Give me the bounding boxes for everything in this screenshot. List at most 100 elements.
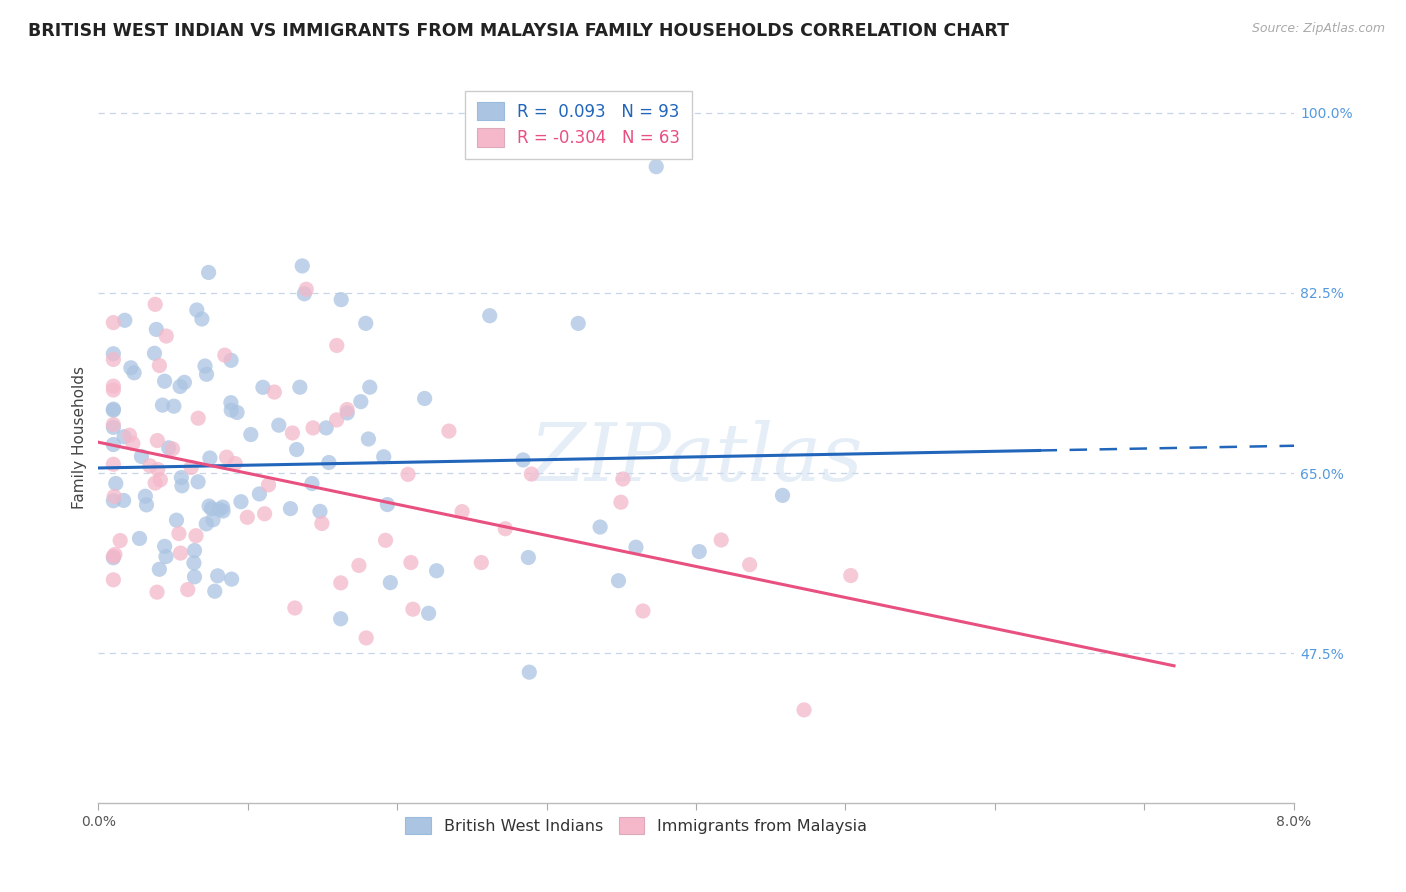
- Point: [326, 338, 349, 352]
- Point: [377, 498, 399, 512]
- Point: [197, 265, 219, 279]
- Point: [103, 493, 125, 508]
- Point: [146, 585, 169, 599]
- Point: [139, 458, 162, 473]
- Point: [470, 556, 492, 570]
- Point: [347, 558, 370, 573]
- Point: [311, 516, 333, 531]
- Point: [149, 473, 172, 487]
- Point: [103, 573, 125, 587]
- Point: [148, 359, 170, 373]
- Point: [191, 312, 214, 326]
- Point: [221, 572, 243, 586]
- Point: [315, 421, 337, 435]
- Point: [567, 317, 589, 331]
- Point: [336, 402, 359, 417]
- Point: [195, 368, 218, 382]
- Point: [359, 380, 381, 394]
- Point: [155, 549, 177, 564]
- Point: [167, 526, 190, 541]
- Point: [451, 505, 474, 519]
- Point: [143, 346, 166, 360]
- Point: [494, 522, 516, 536]
- Point: [738, 558, 761, 572]
- Point: [184, 529, 207, 543]
- Point: [148, 562, 170, 576]
- Point: [793, 703, 815, 717]
- Point: [163, 399, 186, 413]
- Point: [118, 428, 141, 442]
- Point: [437, 424, 460, 438]
- Point: [236, 510, 259, 524]
- Legend: British West Indians, Immigrants from Malaysia: British West Indians, Immigrants from Ma…: [398, 809, 875, 842]
- Point: [229, 494, 252, 508]
- Point: [219, 403, 242, 417]
- Point: [103, 402, 125, 417]
- Point: [187, 475, 209, 489]
- Point: [239, 427, 262, 442]
- Point: [207, 569, 229, 583]
- Y-axis label: Family Households: Family Households: [72, 366, 87, 508]
- Point: [263, 385, 285, 400]
- Point: [145, 322, 167, 336]
- Point: [292, 286, 315, 301]
- Point: [402, 602, 425, 616]
- Point: [301, 476, 323, 491]
- Point: [162, 442, 184, 456]
- Point: [134, 489, 156, 503]
- Point: [103, 347, 125, 361]
- Point: [267, 418, 290, 433]
- Point: [187, 411, 209, 425]
- Point: [108, 533, 131, 548]
- Point: [645, 160, 668, 174]
- Point: [152, 398, 174, 412]
- Text: Source: ZipAtlas.com: Source: ZipAtlas.com: [1251, 22, 1385, 36]
- Point: [112, 430, 135, 444]
- Point: [103, 420, 125, 434]
- Point: [143, 476, 166, 491]
- Point: [413, 392, 436, 406]
- Point: [226, 405, 249, 419]
- Point: [280, 501, 302, 516]
- Point: [121, 436, 143, 450]
- Point: [200, 501, 222, 516]
- Point: [131, 450, 153, 464]
- Point: [380, 575, 402, 590]
- Point: [122, 366, 145, 380]
- Point: [610, 495, 633, 509]
- Point: [253, 507, 276, 521]
- Point: [374, 533, 396, 548]
- Point: [607, 574, 630, 588]
- Point: [295, 282, 318, 296]
- Point: [517, 665, 540, 680]
- Point: [688, 544, 710, 558]
- Point: [170, 479, 193, 493]
- Point: [169, 379, 191, 393]
- Point: [198, 499, 221, 513]
- Text: BRITISH WEST INDIAN VS IMMIGRANTS FROM MALAYSIA FAMILY HOUSEHOLDS CORRELATION CH: BRITISH WEST INDIAN VS IMMIGRANTS FROM M…: [28, 22, 1010, 40]
- Point: [153, 374, 176, 388]
- Point: [103, 437, 125, 451]
- Point: [285, 442, 308, 457]
- Point: [183, 556, 205, 570]
- Point: [219, 395, 242, 409]
- Point: [710, 533, 733, 547]
- Point: [373, 450, 395, 464]
- Point: [103, 379, 125, 393]
- Point: [212, 504, 235, 518]
- Text: ZIPatlas: ZIPatlas: [529, 420, 863, 498]
- Point: [169, 546, 191, 560]
- Point: [357, 432, 380, 446]
- Point: [103, 403, 125, 417]
- Point: [336, 406, 359, 420]
- Point: [309, 504, 332, 518]
- Point: [103, 383, 125, 397]
- Point: [120, 360, 142, 375]
- Point: [157, 441, 180, 455]
- Point: [631, 604, 654, 618]
- Point: [257, 478, 280, 492]
- Point: [224, 457, 246, 471]
- Point: [399, 556, 422, 570]
- Point: [215, 450, 238, 464]
- Point: [281, 425, 304, 440]
